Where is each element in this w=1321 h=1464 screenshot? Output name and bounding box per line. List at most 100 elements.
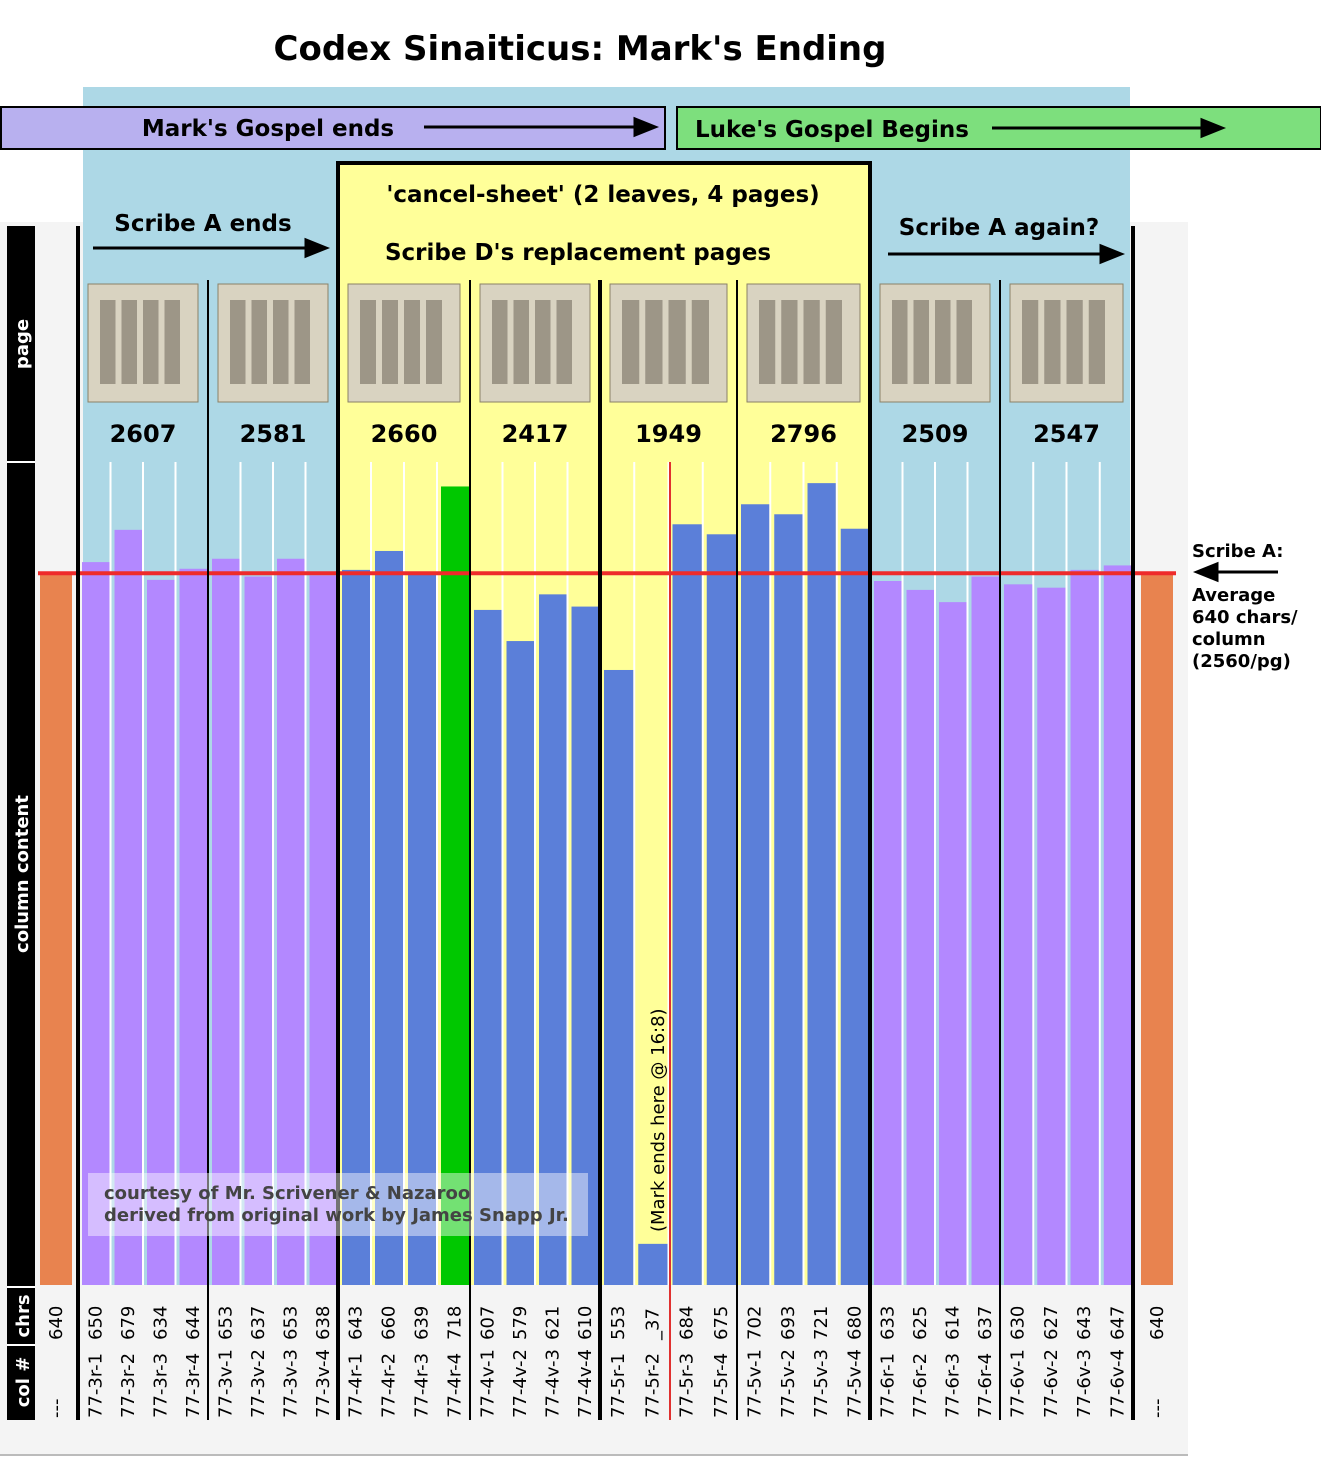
- page-text-block: [556, 300, 572, 384]
- x-tick-label: 77-5r-3: [677, 1353, 698, 1418]
- section-label: Scribe A ends: [114, 211, 291, 237]
- value-label: 630: [1008, 1306, 1029, 1340]
- x-tick-label: 77-5v-4: [844, 1349, 865, 1418]
- page-total: 2607: [110, 420, 177, 448]
- value-label: 702: [745, 1306, 766, 1340]
- value-label: 675: [711, 1306, 732, 1340]
- bar: [571, 606, 599, 1285]
- page-total: 2417: [502, 420, 569, 448]
- x-tick-label: 77-3r-2: [118, 1353, 139, 1418]
- section-label: Scribe A again?: [899, 215, 1099, 241]
- annotation: Scribe A:: [1192, 541, 1284, 562]
- x-tick-label: 77-4r-1: [346, 1353, 367, 1418]
- page-text-block: [935, 300, 951, 384]
- page-text-block: [1066, 300, 1083, 384]
- value-label: 614: [942, 1306, 963, 1340]
- x-tick-label: 77-6r-1: [877, 1353, 898, 1418]
- value-label: 647: [1107, 1306, 1128, 1340]
- average-bar: [1141, 573, 1173, 1285]
- credit: derived from original work by James Snap…: [104, 1205, 569, 1226]
- value-label: 634: [150, 1306, 171, 1340]
- value-label: _37: [642, 1308, 663, 1341]
- bar: [539, 594, 567, 1285]
- annotation: (Mark ends here @ 16:8): [648, 1008, 669, 1232]
- value-label: 653: [280, 1306, 301, 1340]
- row-label: col #: [13, 1357, 34, 1408]
- x-tick-label: 77-4v-3: [542, 1349, 563, 1418]
- x-tick-label: 77-6v-3: [1074, 1349, 1095, 1418]
- page-text-block: [913, 300, 929, 384]
- arrows: [93, 116, 1278, 583]
- page-text-block: [294, 300, 310, 384]
- value-label: 643: [1074, 1306, 1095, 1340]
- page-text-block: [781, 300, 798, 384]
- value-label: 721: [811, 1306, 832, 1340]
- x-tick-label: 77-4r-2: [379, 1353, 400, 1418]
- page-text-block: [382, 300, 398, 384]
- x-tick-label: 77-4r-4: [445, 1353, 466, 1418]
- value-label: 625: [910, 1306, 931, 1340]
- page-text-block: [1088, 300, 1105, 384]
- value-label: 679: [118, 1306, 139, 1340]
- bar: [971, 576, 999, 1285]
- x-tick-label: 77-6v-1: [1008, 1349, 1029, 1418]
- chart-title: Codex Sinaiticus: Mark's Ending: [274, 29, 887, 69]
- page-text-block: [492, 300, 508, 384]
- bar: [840, 528, 869, 1285]
- bar: [1037, 587, 1066, 1285]
- page-text-block: [691, 300, 709, 384]
- bar: [82, 562, 110, 1285]
- x-tick-label: ---: [1147, 1399, 1168, 1419]
- x-tick-label: 77-3v-1: [215, 1349, 236, 1418]
- page-text-block: [121, 300, 137, 384]
- value-label: 627: [1041, 1306, 1062, 1340]
- value-label: 640: [46, 1306, 67, 1340]
- bar: [474, 609, 502, 1285]
- bar: [441, 486, 469, 1286]
- annotation: Average: [1192, 585, 1275, 606]
- value-label: 607: [477, 1306, 498, 1340]
- bar: [114, 529, 142, 1285]
- value-label: 650: [85, 1306, 106, 1340]
- bar: [277, 558, 305, 1285]
- value-label: 660: [379, 1306, 400, 1340]
- bar: [1004, 584, 1033, 1285]
- x-tick-label: 77-5r-2: [642, 1353, 663, 1418]
- page-total: 2581: [240, 420, 307, 448]
- banner-label: Mark's Gospel ends: [142, 116, 394, 142]
- page-text-block: [645, 300, 663, 384]
- row-label: page: [12, 319, 33, 369]
- x-tick-label: 77-3v-2: [248, 1349, 269, 1418]
- x-tick-label: 77-5v-2: [778, 1349, 799, 1418]
- page-text-block: [622, 300, 640, 384]
- page-text-block: [668, 300, 686, 384]
- bar: [906, 589, 934, 1285]
- page-text-block: [360, 300, 376, 384]
- page-total: 2796: [770, 420, 837, 448]
- bar: [604, 669, 634, 1285]
- value-label: 640: [1147, 1306, 1168, 1340]
- section-label: 'cancel-sheet' (2 leaves, 4 pages): [386, 182, 819, 208]
- x-tick-label: 77-3v-4: [313, 1349, 334, 1418]
- row-dividers: [7, 461, 35, 1346]
- x-tick-label: 77-4v-4: [575, 1349, 596, 1418]
- x-tick-label: 77-3v-3: [280, 1349, 301, 1418]
- bar: [506, 641, 534, 1285]
- bar: [244, 576, 272, 1285]
- page-text-block: [759, 300, 776, 384]
- value-label: 637: [975, 1306, 996, 1340]
- page-text-block: [143, 300, 159, 384]
- plot: 2607 2581 2660 2417 1949 2796 2509 2547 650 77-3r…: [38, 226, 1176, 1420]
- bar: [807, 483, 836, 1285]
- section-label: Scribe D's replacement pages: [385, 240, 771, 266]
- page-text-block: [535, 300, 551, 384]
- annotation: column: [1192, 629, 1266, 650]
- credit: courtesy of Mr. Scrivener & Nazaroo: [104, 1183, 470, 1204]
- value-label: 579: [510, 1306, 531, 1340]
- x-tick-label: 77-5r-4: [711, 1353, 732, 1418]
- x-tick-label: 77-3r-4: [183, 1353, 204, 1418]
- bar: [147, 579, 175, 1285]
- value-label: 684: [677, 1306, 698, 1340]
- page-total: 1949: [635, 420, 702, 448]
